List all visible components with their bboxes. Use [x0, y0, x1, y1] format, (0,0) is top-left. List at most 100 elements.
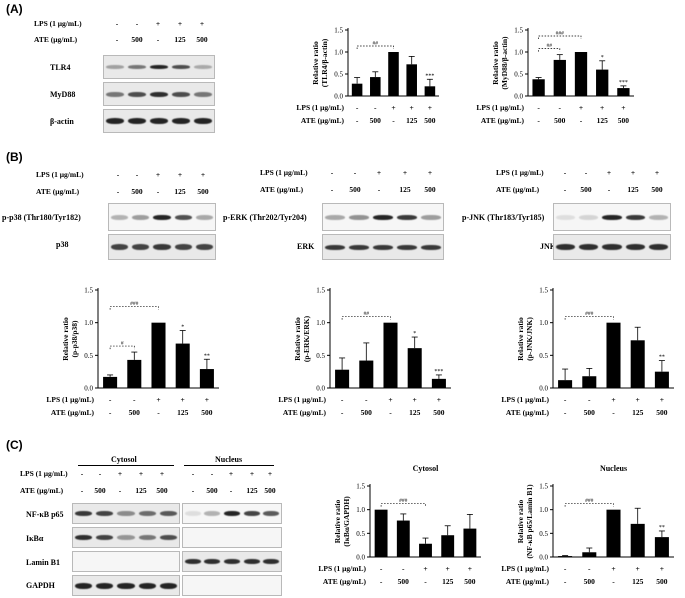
band-4: [625, 244, 645, 250]
blot-ikba-cytosol: [72, 527, 180, 548]
bar-1: [532, 79, 545, 96]
sign-ate-3: -: [118, 486, 122, 495]
ate-sign-3: -: [389, 408, 392, 417]
lps-sign-1: -: [380, 564, 383, 573]
ate-sign-1: -: [564, 408, 567, 417]
ate-row-label: ATE (μg/mL): [301, 116, 345, 125]
blot-nfkb-cytosol: [72, 503, 180, 524]
ate-row-label: ATE (μg/mL): [506, 577, 550, 586]
ate-sign-5: 500: [656, 408, 668, 417]
ate-sign-2: 500: [584, 577, 596, 586]
bracket-2: [109, 306, 159, 310]
lps-row-label: LPS (1 μg/mL): [296, 103, 344, 112]
sign-ate-5: 500: [264, 486, 276, 495]
bar-2: [127, 359, 142, 388]
bracket-label-2: ###: [556, 31, 565, 37]
blot-p-jnk: [553, 203, 671, 231]
bracket-1: [538, 48, 561, 52]
lps-sign-3: +: [579, 103, 583, 112]
lps-sign-1: -: [537, 103, 540, 112]
sign-lps-2: -: [584, 168, 588, 177]
band-5: [195, 244, 214, 250]
ate-sign-4: 125: [632, 577, 644, 586]
blot-myd88: [103, 82, 215, 106]
sign-ate-3: -: [156, 35, 160, 44]
bar-2: [359, 360, 374, 388]
blot-label-p-p38: p-p38 (Thr180/Tyr182): [2, 213, 81, 222]
lps-sign-1: -: [564, 395, 567, 404]
band-2: [204, 559, 221, 564]
sign-lps-5: +: [267, 469, 273, 478]
band-1: [110, 244, 129, 250]
ate-sign-4: 125: [177, 408, 189, 417]
sig-mark-5: **: [659, 355, 665, 361]
lps-row-label: LPS (1 μg/mL): [318, 564, 366, 573]
lps-sign-2: -: [365, 395, 368, 404]
sign-lps-5: +: [200, 170, 206, 179]
y-axis-label: (NF-κB p65/Lamin B1): [525, 484, 534, 559]
band-5: [193, 65, 212, 69]
bar-1: [103, 376, 118, 388]
band-1: [105, 118, 124, 124]
sign-ate-4: 125: [246, 486, 258, 495]
lps-sign-4: +: [600, 103, 604, 112]
band-5: [193, 91, 212, 97]
y-tick-label: 1.0: [334, 49, 343, 57]
sign-ate-2: 500: [131, 35, 143, 44]
y-tick-label: 1.5: [539, 483, 548, 491]
ate-label-erk: ATE (μg/mL): [260, 185, 304, 194]
ate-sign-3: -: [580, 116, 583, 125]
y-tick-label: 1.0: [514, 49, 523, 57]
band-4: [171, 118, 190, 124]
band-5: [193, 118, 212, 124]
lps-sign-2: -: [402, 564, 405, 573]
lps-sign-5: +: [660, 395, 664, 404]
lps-sign-4: +: [181, 395, 185, 404]
blot-nfkb-nucleus: [182, 503, 282, 524]
band-3: [153, 214, 171, 220]
band-3: [117, 511, 135, 516]
blot-lamin-cytosol: [72, 551, 180, 572]
ate-sign-1: -: [109, 408, 112, 417]
bar-4: [630, 523, 645, 557]
lps-sign-1: -: [564, 564, 567, 573]
sign-ate-3: -: [156, 187, 160, 196]
lps-sign-1: -: [356, 103, 359, 112]
nucleus-rule: [184, 465, 274, 466]
ate-sign-4: 125: [406, 116, 418, 125]
bar-1: [335, 369, 350, 388]
sign-ate-5: 500: [196, 35, 208, 44]
bar-3: [606, 509, 621, 557]
sign-lps-5: +: [427, 168, 433, 177]
bracket-1: [356, 45, 394, 49]
bar-1: [374, 509, 388, 557]
lps-sign-2: -: [374, 103, 377, 112]
ate-sign-2: 500: [129, 408, 141, 417]
sign-lps-1: -: [563, 168, 567, 177]
blot-label-myd88: MyD88: [50, 90, 76, 99]
bar-3: [419, 543, 432, 557]
chart-title: Cytosol: [413, 464, 440, 473]
band-4: [174, 244, 192, 250]
lps-label-c: LPS (1 μg/mL): [20, 469, 68, 478]
sign-ate-1: -: [563, 185, 567, 194]
band-1: [184, 511, 201, 516]
band-3: [373, 244, 393, 250]
bar-3: [383, 322, 398, 388]
blot-tlr4: [103, 55, 215, 79]
sig-mark-5: ***: [619, 80, 628, 86]
bar-4: [175, 343, 190, 388]
sign-ate-5: 500: [424, 185, 436, 194]
lps-row-label: LPS (1 μg/mL): [501, 395, 549, 404]
band-1: [184, 559, 201, 564]
ate-sign-5: 500: [618, 116, 630, 125]
lps-sign-3: +: [423, 564, 427, 573]
band-2: [127, 65, 146, 69]
bar-4: [630, 340, 645, 388]
blot-gapdh-cytosol: [72, 575, 180, 596]
band-3: [117, 582, 135, 589]
ate-row-label: ATE (μg/mL): [51, 408, 95, 417]
blot-p-p38: [108, 203, 216, 231]
bracket-label-1: ###: [585, 498, 594, 504]
